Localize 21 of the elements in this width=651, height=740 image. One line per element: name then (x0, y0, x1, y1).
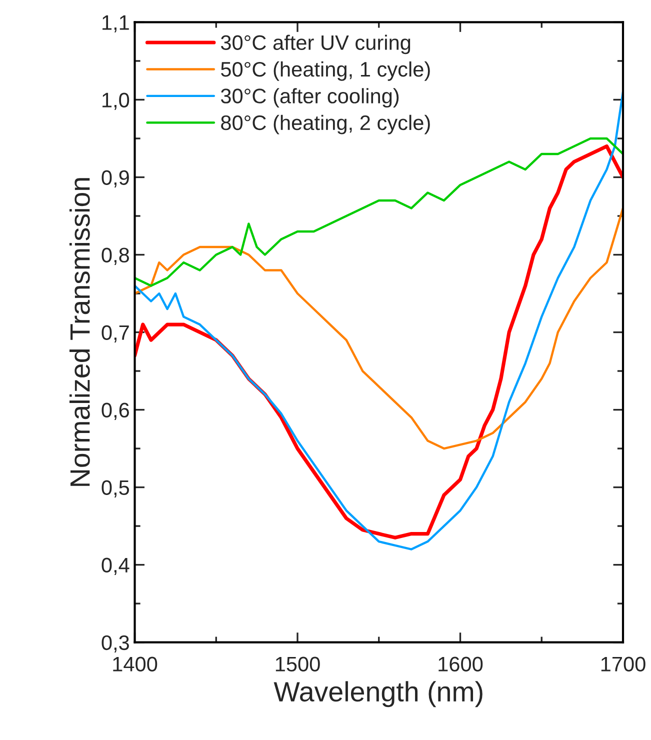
y-tick-label: 0,4 (102, 558, 130, 576)
legend-label: 80°C (heating, 2 cycle) (221, 114, 430, 134)
y-tick-label: 1,1 (102, 15, 129, 32)
y-tick-label: 0,6 (102, 402, 129, 420)
x-tick-label: 1600 (438, 656, 483, 672)
y-axis-title: Normalized Transmission (69, 178, 90, 486)
x-tick-label: 1500 (276, 656, 320, 672)
x-tick-label: 1700 (601, 656, 646, 672)
legend-label: 30°C after UV curing (220, 34, 410, 54)
x-tick-label: 1400 (113, 656, 158, 672)
y-tick-label: 0,7 (102, 325, 129, 342)
x-axis-title: Wavelength (nm) (274, 681, 482, 708)
y-tick-label: 1,0 (102, 92, 130, 110)
y-tick-label: 0,3 (102, 635, 129, 653)
y-tick-label: 0,5 (102, 480, 130, 498)
legend-label: 30°C (after cooling) (220, 88, 399, 108)
line-series (134, 207, 624, 450)
line-series (134, 137, 624, 287)
y-tick-label: 0,9 (102, 170, 129, 188)
y-tick-label: 0,8 (102, 248, 129, 265)
legend-label: 50°C (heating, 1 cycle) (221, 61, 430, 81)
